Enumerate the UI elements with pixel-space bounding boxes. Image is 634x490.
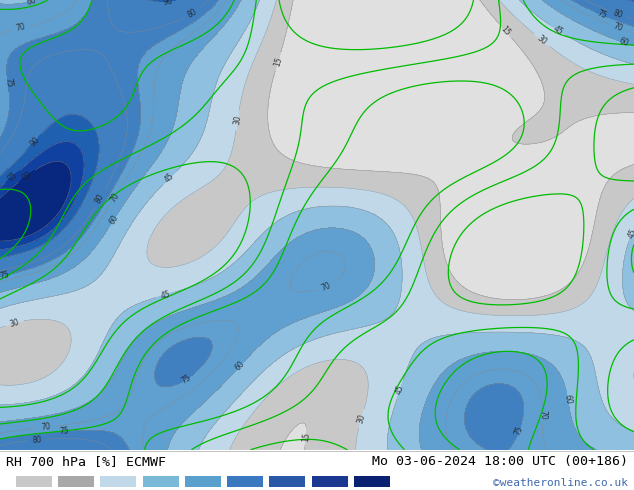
- Text: 75: 75: [179, 373, 193, 386]
- Text: RH 700 hPa [%] ECMWF: RH 700 hPa [%] ECMWF: [6, 455, 166, 467]
- Text: 95: 95: [280, 475, 295, 489]
- Bar: [227, 475, 263, 487]
- Text: 45: 45: [551, 24, 564, 36]
- Text: 75: 75: [58, 427, 68, 437]
- Text: 75: 75: [596, 9, 609, 21]
- Text: 70: 70: [611, 22, 624, 33]
- Text: 45: 45: [163, 172, 176, 185]
- Text: 15: 15: [499, 24, 512, 37]
- Text: 75: 75: [513, 425, 525, 437]
- Text: 30: 30: [69, 475, 83, 489]
- Text: 60: 60: [618, 37, 630, 49]
- Bar: [312, 475, 347, 487]
- Text: 45: 45: [626, 227, 634, 240]
- Text: 45: 45: [111, 475, 126, 489]
- Text: 30: 30: [356, 413, 367, 424]
- Text: 100: 100: [361, 475, 383, 489]
- Text: 99: 99: [323, 475, 337, 489]
- Text: 80: 80: [612, 8, 624, 20]
- Text: 80: 80: [94, 192, 107, 205]
- Text: 60: 60: [562, 394, 573, 405]
- Text: 70: 70: [320, 281, 332, 293]
- Text: 15: 15: [273, 55, 283, 67]
- Bar: [58, 475, 94, 487]
- Text: 90: 90: [163, 0, 174, 6]
- Text: 60: 60: [233, 359, 247, 373]
- Text: 80: 80: [186, 7, 198, 20]
- Text: 99: 99: [20, 169, 34, 182]
- Text: 70: 70: [40, 422, 51, 432]
- Text: 75: 75: [196, 475, 210, 489]
- Text: Mo 03-06-2024 18:00 UTC (00+186): Mo 03-06-2024 18:00 UTC (00+186): [372, 455, 628, 467]
- Text: 90: 90: [29, 135, 42, 148]
- Text: 80: 80: [32, 435, 42, 445]
- Bar: [100, 475, 136, 487]
- Text: 70: 70: [538, 410, 547, 419]
- Text: 45: 45: [159, 289, 171, 300]
- Text: 70: 70: [15, 23, 27, 33]
- Text: 30: 30: [233, 115, 243, 126]
- Text: 30: 30: [535, 33, 548, 47]
- Text: 75: 75: [0, 270, 11, 281]
- Text: 60: 60: [108, 213, 120, 226]
- Text: 15: 15: [301, 432, 311, 442]
- Bar: [185, 475, 221, 487]
- Bar: [143, 475, 179, 487]
- Text: 95: 95: [6, 170, 19, 183]
- Text: 45: 45: [394, 384, 406, 396]
- Text: 30: 30: [8, 318, 20, 329]
- Text: 60: 60: [153, 475, 168, 489]
- Text: 75: 75: [3, 77, 13, 88]
- Text: 90: 90: [238, 475, 252, 489]
- Text: 15: 15: [27, 475, 41, 489]
- Bar: [16, 475, 52, 487]
- Bar: [354, 475, 390, 487]
- Text: 70: 70: [108, 192, 120, 204]
- Text: ©weatheronline.co.uk: ©weatheronline.co.uk: [493, 478, 628, 489]
- Text: 60: 60: [25, 0, 37, 7]
- Bar: [269, 475, 306, 487]
